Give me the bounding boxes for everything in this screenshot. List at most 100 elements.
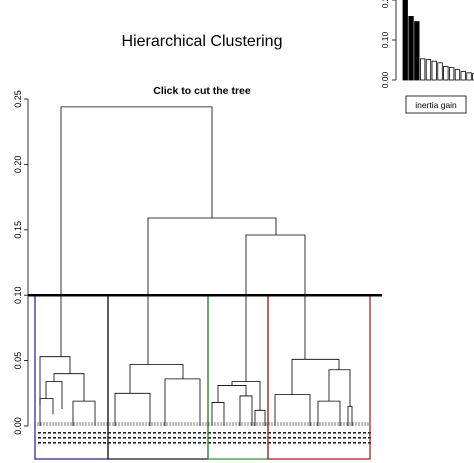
leaf-label-mark <box>293 437 296 439</box>
leaf-label-mark <box>158 437 161 439</box>
leaf-label-mark <box>253 442 256 444</box>
cluster-rect-3 <box>207 294 269 460</box>
leaf-label-mark <box>168 442 171 444</box>
leaf-label-mark <box>53 432 56 434</box>
leaf-label-mark <box>143 437 146 439</box>
leaf-label-mark <box>318 437 321 439</box>
leaf-label-mark <box>283 442 286 444</box>
leaf-label-mark <box>138 442 141 444</box>
leaf-label-mark <box>288 432 291 434</box>
leaf-label-mark <box>293 442 296 444</box>
leaf-label-mark <box>238 432 241 434</box>
cluster-rect-2 <box>107 294 209 460</box>
leaf-label-mark <box>253 432 256 434</box>
leaf-label-mark <box>38 437 41 439</box>
leaf-label-mark <box>223 437 226 439</box>
leaf-label-mark <box>148 442 151 444</box>
leaf-label-mark <box>78 442 81 444</box>
leaf-label-mark <box>273 437 276 439</box>
dendrogram-y-axis: 0.00 0.05 0.10 0.15 0.20 0.25 <box>13 90 29 435</box>
leaf-label-mark <box>323 437 326 439</box>
leaf-label-mark <box>213 442 216 444</box>
dendrogram-link <box>239 395 253 426</box>
dendrogram-link <box>45 381 63 409</box>
leaf-label-mark <box>338 437 341 439</box>
leaf-label-mark <box>73 442 76 444</box>
leaf-label-mark <box>43 442 46 444</box>
leaf-label-mark <box>88 442 91 444</box>
leaf-label-mark <box>103 437 106 439</box>
leaf-label-mark <box>273 442 276 444</box>
leaf-label-mark <box>278 437 281 439</box>
leaf-label-mark <box>163 437 166 439</box>
leaf-label-mark <box>358 432 361 434</box>
leaf-label-mark <box>258 442 261 444</box>
dendrogram-link <box>217 385 247 403</box>
cluster-rectangles <box>34 294 371 460</box>
leaf-label-mark <box>228 442 231 444</box>
leaf-label-mark <box>223 432 226 434</box>
leaf-label-mark <box>188 432 191 434</box>
cluster-rect-1 <box>34 294 109 460</box>
leaf-label-mark <box>133 437 136 439</box>
leaf-label-mark <box>303 437 306 439</box>
leaf-label-mark <box>118 432 121 434</box>
leaf-label-mark <box>343 442 346 444</box>
leaf-label-mark <box>173 437 176 439</box>
leaf-label-mark <box>213 432 216 434</box>
leaf-label-mark <box>188 437 191 439</box>
leaf-label-mark <box>263 442 266 444</box>
leaf-label-mark <box>248 432 251 434</box>
leaf-label-mark <box>223 442 226 444</box>
leaf-label-mark <box>203 437 206 439</box>
leaf-label-mark <box>343 432 346 434</box>
dendrogram-link <box>164 378 201 426</box>
leaf-label-mark <box>208 442 211 444</box>
leaf-label-mark <box>258 437 261 439</box>
chart-title: Hierarchical Clustering <box>121 33 283 50</box>
leaf-label-mark <box>178 442 181 444</box>
chart-subtitle[interactable]: Click to cut the tree <box>153 85 251 97</box>
leaf-label-mark <box>278 442 281 444</box>
dendrogram-link <box>274 394 311 426</box>
leaf-label-mark <box>193 437 196 439</box>
leaf-label-mark <box>113 432 116 434</box>
dendrogram-leaf-labels <box>37 422 371 444</box>
leaf-label-mark <box>343 437 346 439</box>
leaf-label-mark <box>363 437 366 439</box>
leaf-label-mark <box>338 432 341 434</box>
leaf-label-mark <box>268 437 271 439</box>
leaf-label-mark <box>83 442 86 444</box>
leaf-label-mark <box>93 432 96 434</box>
leaf-label-mark <box>148 432 151 434</box>
leaf-label-mark <box>353 432 356 434</box>
leaf-label-mark <box>78 432 81 434</box>
leaf-label-mark <box>168 437 171 439</box>
leaf-label-mark <box>353 442 356 444</box>
leaf-label-mark <box>333 437 336 439</box>
leaf-label-mark <box>198 442 201 444</box>
leaf-label-mark <box>98 442 101 444</box>
leaf-label-mark <box>228 437 231 439</box>
leaf-label-mark <box>153 432 156 434</box>
leaf-label-mark <box>348 442 351 444</box>
leaf-label-mark <box>263 437 266 439</box>
leaf-label-mark <box>308 432 311 434</box>
leaf-label-mark <box>83 432 86 434</box>
y-tick-label: 0.15 <box>13 221 23 239</box>
dendrogram-link <box>53 373 85 402</box>
leaf-label-mark <box>153 437 156 439</box>
leaf-label-mark <box>348 432 351 434</box>
leaf-label-mark <box>38 432 41 434</box>
leaf-label-mark <box>63 432 66 434</box>
leaf-label-mark <box>208 437 211 439</box>
leaf-label-mark <box>68 442 71 444</box>
leaf-label-mark <box>53 442 56 444</box>
leaf-label-mark <box>48 432 51 434</box>
cluster-rect-4 <box>267 294 371 460</box>
leaf-label-mark <box>208 432 211 434</box>
leaf-label-mark <box>48 442 51 444</box>
leaf-label-mark <box>358 437 361 439</box>
leaf-label-mark <box>298 437 301 439</box>
